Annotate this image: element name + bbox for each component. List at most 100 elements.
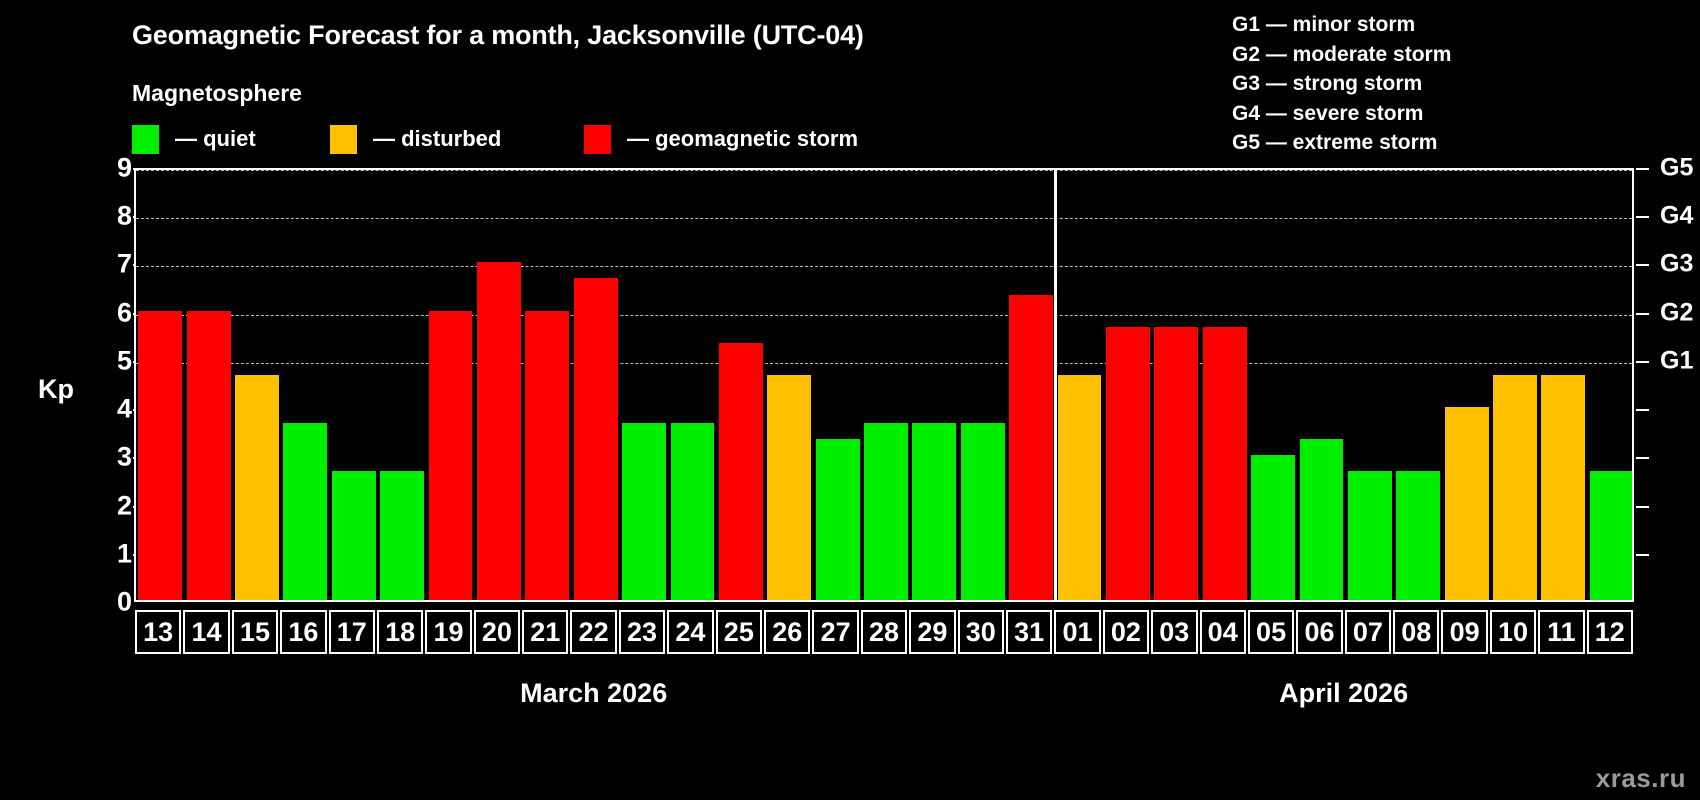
g-tick-mark-G3 xyxy=(1636,264,1649,267)
g-axis-minor-tick-3 xyxy=(1636,457,1649,460)
y-tick-label-3: 3 xyxy=(116,441,132,472)
legend-item-storm: — geomagnetic storm xyxy=(584,123,858,155)
y-tick-label-8: 8 xyxy=(116,200,132,231)
bar-march-23 xyxy=(622,423,666,600)
y-tick-label-7: 7 xyxy=(116,248,132,279)
g-axis-minor-tick-4 xyxy=(1636,409,1649,412)
day-label-april-02[interactable]: 02 xyxy=(1102,610,1150,654)
day-label-march-14[interactable]: 14 xyxy=(183,610,230,654)
day-label-april-06[interactable]: 06 xyxy=(1296,610,1343,654)
gridline-kp-5 xyxy=(136,362,1632,364)
day-label-april-05[interactable]: 05 xyxy=(1247,610,1295,654)
day-label-april-12[interactable]: 12 xyxy=(1586,610,1633,654)
g-tick-mark-G1 xyxy=(1636,360,1649,363)
legend-label-storm: — geomagnetic storm xyxy=(627,126,859,151)
gridline-kp-9 xyxy=(136,170,1632,171)
day-label-march-18[interactable]: 18 xyxy=(376,610,424,654)
bar-march-31 xyxy=(1009,294,1054,600)
bar-april-04 xyxy=(1202,326,1247,600)
bar-march-18 xyxy=(380,471,425,600)
y-axis-title: Kp xyxy=(38,374,74,404)
g-tick-label-G2: G2 xyxy=(1660,298,1694,327)
day-label-march-27[interactable]: 27 xyxy=(812,610,859,654)
bar-march-29 xyxy=(912,423,957,600)
day-label-march-15[interactable]: 15 xyxy=(231,610,279,654)
day-label-march-13[interactable]: 13 xyxy=(135,610,182,654)
day-label-april-11[interactable]: 11 xyxy=(1538,610,1585,654)
day-label-march-30[interactable]: 30 xyxy=(957,610,1004,654)
bar-march-27 xyxy=(815,439,860,600)
day-label-march-28[interactable]: 28 xyxy=(860,610,908,654)
bar-april-02 xyxy=(1105,326,1150,600)
g-tick-mark-G2 xyxy=(1636,312,1649,315)
y-tick-label-1: 1 xyxy=(116,538,132,569)
day-label-april-08[interactable]: 08 xyxy=(1393,610,1440,654)
month-caption-april: April 2026 xyxy=(1279,678,1409,708)
g-tick-label-G5: G5 xyxy=(1660,153,1694,182)
legend-swatch-quiet-icon xyxy=(132,124,159,154)
bar-march-26 xyxy=(767,374,812,600)
day-label-march-16[interactable]: 16 xyxy=(280,610,327,654)
day-label-march-26[interactable]: 26 xyxy=(764,610,811,654)
y-tick-label-4: 4 xyxy=(116,393,132,424)
bar-april-08 xyxy=(1396,471,1441,600)
bar-april-09 xyxy=(1444,407,1489,600)
legend-item-quiet: — quiet xyxy=(132,123,256,155)
bar-march-30 xyxy=(960,423,1005,600)
page-title: Geomagnetic Forecast for a month, Jackso… xyxy=(132,20,864,50)
day-label-april-09[interactable]: 09 xyxy=(1441,610,1488,654)
magnetosphere-label: Magnetosphere xyxy=(132,80,302,106)
day-label-march-31[interactable]: 31 xyxy=(1005,610,1053,654)
bar-april-12 xyxy=(1589,471,1632,600)
day-label-april-10[interactable]: 10 xyxy=(1489,610,1537,654)
day-label-march-21[interactable]: 21 xyxy=(522,610,569,654)
legend-label-quiet: — quiet xyxy=(175,126,256,151)
bar-march-17 xyxy=(331,471,376,600)
y-tick-label-6: 6 xyxy=(116,297,132,328)
legend-swatch-disturbed-icon xyxy=(330,124,357,154)
day-label-april-07[interactable]: 07 xyxy=(1344,610,1392,654)
bar-march-20 xyxy=(476,262,521,600)
gridline-kp-6 xyxy=(136,314,1632,316)
bar-march-25 xyxy=(718,342,763,600)
bar-march-14 xyxy=(186,310,231,600)
day-label-march-24[interactable]: 24 xyxy=(667,610,714,654)
day-label-march-22[interactable]: 22 xyxy=(570,610,617,654)
day-label-march-17[interactable]: 17 xyxy=(328,610,375,654)
bar-march-24 xyxy=(670,423,715,600)
g-scale-row-2: G2 — moderate storm xyxy=(1232,42,1452,66)
day-label-march-20[interactable]: 20 xyxy=(473,610,521,654)
day-label-march-23[interactable]: 23 xyxy=(618,610,666,654)
y-tick-label-0: 0 xyxy=(116,586,132,617)
day-label-row: 13 14 15 16 17 18 19 20 21 22 23 24 25 26 27 28 29 30 31 01… xyxy=(134,610,1634,654)
bar-march-15 xyxy=(235,374,279,600)
legend-label-disturbed: — disturbed xyxy=(373,126,502,151)
legend-item-disturbed: — disturbed xyxy=(330,123,501,155)
g-tick-mark-G4 xyxy=(1636,216,1649,219)
bar-march-13 xyxy=(138,310,183,600)
month-divider xyxy=(1053,170,1057,600)
g-tick-label-G3: G3 xyxy=(1660,249,1694,278)
y-tick-label-2: 2 xyxy=(116,490,132,521)
day-label-april-01[interactable]: 01 xyxy=(1054,610,1101,654)
bar-march-19 xyxy=(428,310,473,600)
g-tick-label-G4: G4 xyxy=(1660,201,1694,230)
g-scale-row-4: G4 — severe storm xyxy=(1232,101,1424,125)
g-axis-minor-tick-2 xyxy=(1636,505,1649,508)
y-tick-label-5: 5 xyxy=(116,345,132,376)
day-label-march-29[interactable]: 29 xyxy=(909,610,956,654)
day-label-april-04[interactable]: 04 xyxy=(1199,610,1246,654)
bar-april-11 xyxy=(1541,374,1586,600)
y-tick-label-9: 9 xyxy=(116,152,132,183)
day-label-march-19[interactable]: 19 xyxy=(425,610,472,654)
day-label-april-03[interactable]: 03 xyxy=(1151,610,1198,654)
day-label-march-25[interactable]: 25 xyxy=(715,610,763,654)
gridlines xyxy=(136,170,1632,600)
bar-april-07 xyxy=(1347,471,1392,600)
g-scale-row-1: G1 — minor storm xyxy=(1232,13,1416,36)
watermark: xras.ru xyxy=(1595,763,1686,793)
bar-april-06 xyxy=(1299,439,1344,600)
g-scale-axis: G1 G2 G3 G4 G5 xyxy=(1634,155,1700,602)
gridline-kp-7 xyxy=(136,266,1632,268)
month-caption-march: March 2026 xyxy=(520,678,668,708)
